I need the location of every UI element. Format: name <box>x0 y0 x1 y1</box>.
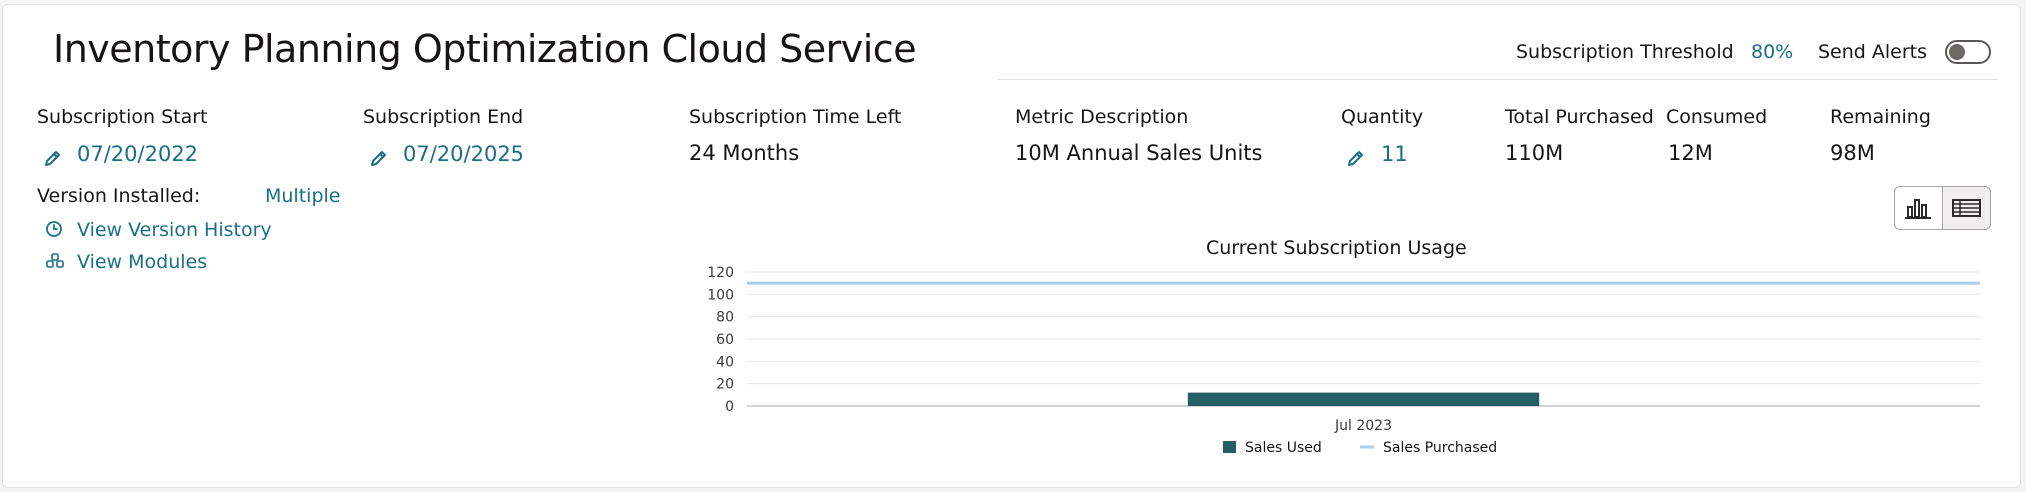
chart-title: Current Subscription Usage <box>1206 237 1467 259</box>
table-icon <box>1952 199 1981 217</box>
time-left-label: Subscription Time Left <box>689 106 902 128</box>
total-purchased-label: Total Purchased <box>1505 106 1654 128</box>
threshold-value[interactable]: 80% <box>1751 41 1794 63</box>
y-tick-label: 20 <box>716 377 734 393</box>
y-tick-label: 40 <box>716 354 734 370</box>
time-left-value: 24 Months <box>689 141 800 165</box>
bar-sales-used <box>1187 392 1540 406</box>
remaining-value: 98M <box>1830 141 1875 165</box>
version-installed-label: Version Installed: <box>37 185 201 207</box>
consumed-value: 12M <box>1668 141 1713 165</box>
view-version-history-link[interactable]: View Version History <box>77 219 272 241</box>
legend-label-sales-used: Sales Used <box>1245 440 1322 456</box>
remaining-label: Remaining <box>1830 106 1931 128</box>
edit-start-pencil-icon[interactable] <box>43 148 63 168</box>
subscription-end-value[interactable]: 07/20/2025 <box>403 142 525 166</box>
clock-icon <box>46 221 62 237</box>
legend-label-sales-purchased: Sales Purchased <box>1383 440 1497 456</box>
quantity-value[interactable]: 11 <box>1381 142 1408 166</box>
view-modules-link[interactable]: View Modules <box>77 251 208 273</box>
send-alerts-label: Send Alerts <box>1818 41 1928 63</box>
version-installed-value[interactable]: Multiple <box>265 185 341 207</box>
legend-swatch-sales-used <box>1223 441 1236 453</box>
table-view-button[interactable] <box>1942 186 1991 230</box>
y-tick-label: 120 <box>707 265 734 281</box>
toggle-knob <box>1949 44 1965 60</box>
consumed-label: Consumed <box>1666 106 1768 128</box>
edit-end-pencil-icon[interactable] <box>369 148 389 168</box>
page-title: Inventory Planning Optimization Cloud Se… <box>53 27 917 71</box>
header-divider <box>998 79 1998 80</box>
threshold-label: Subscription Threshold <box>1516 41 1734 63</box>
subscription-end-label: Subscription End <box>363 106 524 128</box>
y-tick-label: 100 <box>707 287 734 303</box>
edit-quantity-pencil-icon[interactable] <box>1346 148 1366 168</box>
metric-description-label: Metric Description <box>1015 106 1189 128</box>
bar-chart-icon <box>1905 199 1931 219</box>
x-tick-label: Jul 2023 <box>1334 418 1392 434</box>
subscription-start-label: Subscription Start <box>37 106 208 128</box>
metric-description-value: 10M Annual Sales Units <box>1015 141 1263 165</box>
y-tick-label: 80 <box>716 310 734 326</box>
modules-icon <box>46 253 64 268</box>
subscription-card: Inventory Planning Optimization Cloud Se… <box>2 4 2021 488</box>
usage-chart: 0 20 40 60 80 100 120 Jul 2023 Sales Used Sales P… <box>707 265 1980 456</box>
send-alerts-toggle[interactable] <box>1945 40 1991 64</box>
subscription-start-value[interactable]: 07/20/2022 <box>77 142 199 166</box>
total-purchased-value: 110M <box>1505 141 1564 165</box>
quantity-label: Quantity <box>1341 106 1424 128</box>
y-tick-label: 0 <box>725 399 734 415</box>
chart-view-button[interactable] <box>1894 186 1943 230</box>
y-tick-label: 60 <box>716 332 734 348</box>
